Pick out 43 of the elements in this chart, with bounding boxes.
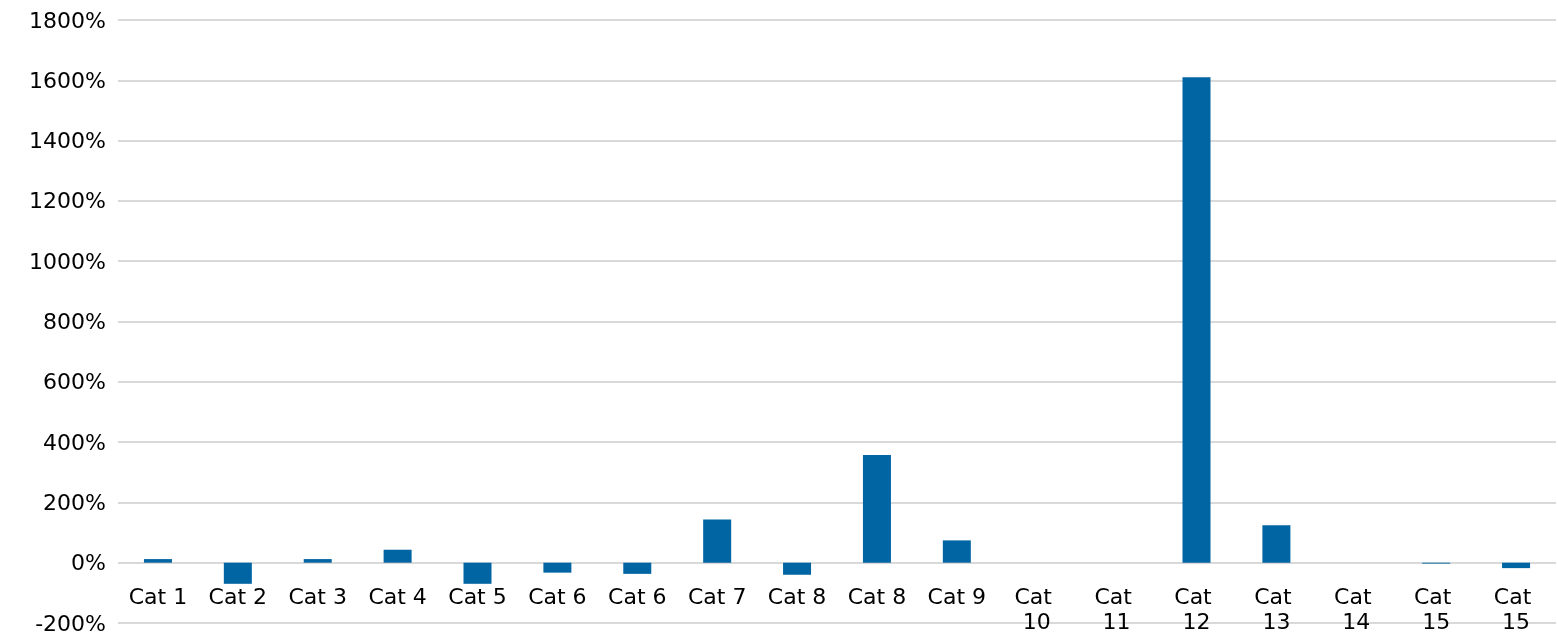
y-tick-label: 1400% — [29, 128, 106, 154]
x-tick-label: Cat 7 — [687, 583, 747, 609]
y-tick-label: 1000% — [29, 248, 106, 274]
x-tick-label: Cat 6 — [608, 583, 667, 609]
x-tick-label: Cat 15 — [1493, 583, 1539, 634]
bar — [383, 549, 412, 563]
y-tick-label: 200% — [43, 489, 106, 515]
x-tick-label: Cat 6 — [528, 583, 587, 609]
x-tick-label: Cat 2 — [208, 583, 268, 609]
y-tick-label: 1600% — [29, 67, 106, 93]
bar — [143, 559, 172, 563]
bar — [703, 519, 732, 563]
bar — [1502, 562, 1531, 569]
x-tick-label: Cat 12 — [1174, 583, 1219, 634]
bar — [463, 562, 492, 584]
y-tick-label: 400% — [43, 429, 106, 455]
bar — [1182, 77, 1211, 563]
bar — [1262, 525, 1291, 563]
x-tick-label: Cat 9 — [927, 583, 987, 609]
bar — [942, 540, 971, 563]
y-tick-label: 1200% — [29, 188, 106, 214]
x-tick-label: Cat 14 — [1334, 583, 1379, 634]
x-tick-label: Cat 11 — [1094, 583, 1139, 634]
x-tick-label: Cat 8 — [847, 583, 907, 609]
x-tick-label: Cat 13 — [1254, 583, 1299, 634]
x-tick-label: Cat 1 — [128, 583, 188, 609]
x-tick-label: Cat 5 — [448, 583, 507, 609]
y-tick-label: 0% — [71, 550, 106, 576]
bar — [223, 562, 252, 584]
bar — [623, 562, 652, 574]
y-tick-label: -200% — [35, 610, 106, 634]
bar — [543, 562, 572, 573]
y-tick-label: 600% — [43, 369, 106, 395]
x-tick-label: Cat 15 — [1413, 583, 1459, 634]
y-tick-label: 800% — [43, 309, 106, 334]
bar — [783, 562, 812, 575]
x-tick-label: Cat 10 — [1014, 583, 1059, 634]
bar — [862, 455, 891, 563]
x-tick-label: Cat 3 — [288, 583, 347, 609]
y-tick-label: 1800% — [29, 7, 106, 33]
x-tick-label: Cat 8 — [767, 583, 827, 609]
x-tick-label: Cat 4 — [368, 583, 427, 609]
bar — [303, 559, 332, 563]
